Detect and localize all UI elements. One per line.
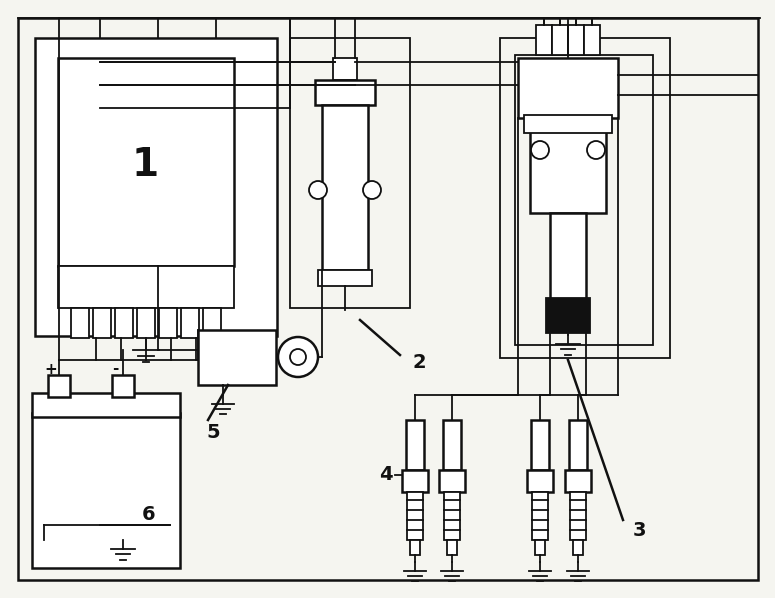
Bar <box>439 470 465 492</box>
Text: 2: 2 <box>413 352 426 371</box>
Bar <box>32 393 180 417</box>
Bar <box>584 25 600 55</box>
Bar <box>515 55 653 345</box>
Bar <box>530 118 606 213</box>
Bar <box>402 470 428 492</box>
Bar <box>569 420 587 470</box>
Bar <box>181 308 199 338</box>
Bar <box>410 540 420 555</box>
Bar <box>546 298 590 333</box>
Bar <box>447 540 457 555</box>
Bar <box>48 375 70 397</box>
Bar <box>527 470 553 492</box>
Bar <box>524 115 612 133</box>
Bar <box>115 308 133 338</box>
Bar <box>568 25 584 55</box>
Bar <box>198 330 276 385</box>
Bar <box>573 540 583 555</box>
Bar <box>32 413 180 568</box>
Bar <box>407 492 423 540</box>
Bar <box>318 270 372 286</box>
Bar <box>531 420 549 470</box>
Bar <box>550 213 586 323</box>
Circle shape <box>531 141 549 159</box>
Bar <box>570 492 586 540</box>
Bar <box>552 25 568 55</box>
Text: 1: 1 <box>132 146 159 184</box>
Bar <box>290 38 410 308</box>
Bar <box>333 58 357 80</box>
Bar <box>159 308 177 338</box>
Bar <box>315 80 375 105</box>
Bar <box>112 375 134 397</box>
Bar <box>536 25 552 55</box>
Bar <box>137 308 155 338</box>
Bar <box>443 420 461 470</box>
Text: 4: 4 <box>380 465 393 484</box>
Bar <box>93 308 111 338</box>
Circle shape <box>363 181 381 199</box>
Bar <box>532 492 548 540</box>
Bar <box>58 266 234 308</box>
Bar <box>444 492 460 540</box>
Bar <box>406 420 424 470</box>
Circle shape <box>278 337 318 377</box>
Text: 3: 3 <box>633 520 646 539</box>
Bar <box>565 470 591 492</box>
Bar <box>322 105 368 270</box>
Bar <box>71 308 89 338</box>
Bar <box>500 38 670 358</box>
Circle shape <box>309 181 327 199</box>
Circle shape <box>290 349 306 365</box>
Text: 5: 5 <box>206 423 220 443</box>
Text: 6: 6 <box>142 505 156 524</box>
Bar <box>58 58 234 266</box>
Circle shape <box>587 141 605 159</box>
Text: -: - <box>112 362 119 377</box>
Text: +: + <box>44 362 57 377</box>
Bar <box>535 540 545 555</box>
Bar <box>203 308 221 338</box>
Bar <box>35 38 277 336</box>
Bar <box>518 58 618 118</box>
